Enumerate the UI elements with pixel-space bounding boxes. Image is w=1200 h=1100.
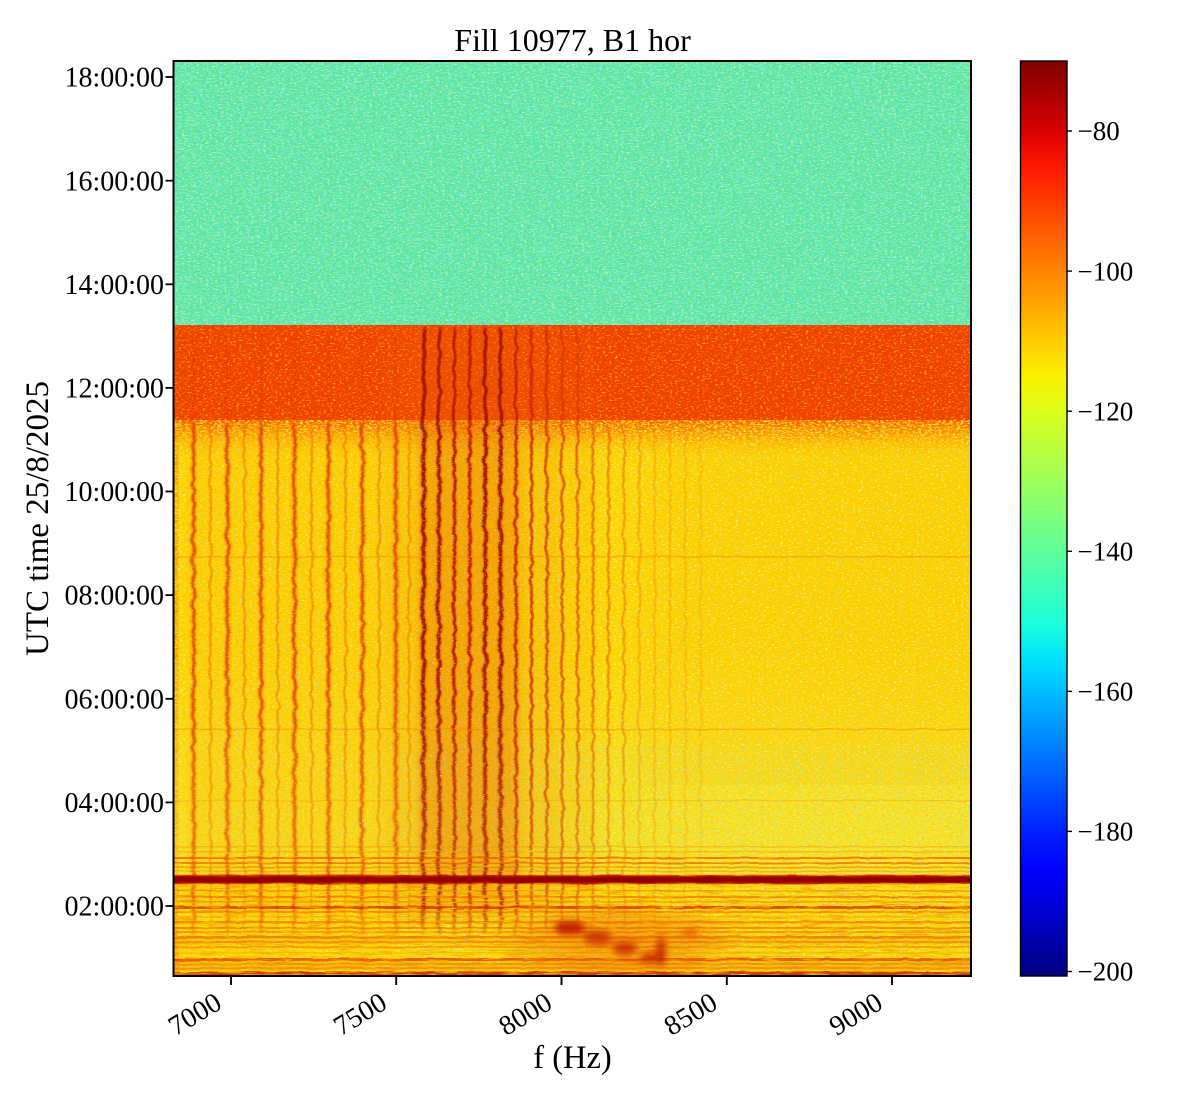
svg-text:08:00:00: 08:00:00 — [64, 581, 164, 612]
svg-text:16:00:00: 16:00:00 — [64, 166, 164, 197]
svg-text:06:00:00: 06:00:00 — [64, 684, 164, 715]
svg-text:f (Hz): f (Hz) — [533, 1040, 612, 1076]
svg-text:18:00:00: 18:00:00 — [64, 63, 164, 94]
svg-text:10:00:00: 10:00:00 — [64, 477, 164, 508]
svg-text:−180: −180 — [1078, 817, 1134, 847]
svg-text:12:00:00: 12:00:00 — [64, 374, 164, 405]
svg-text:−100: −100 — [1078, 256, 1134, 286]
svg-text:−160: −160 — [1078, 677, 1134, 707]
svg-text:04:00:00: 04:00:00 — [64, 788, 164, 819]
svg-text:−80: −80 — [1078, 116, 1120, 146]
svg-text:UTC time 25/8/2025: UTC time 25/8/2025 — [20, 381, 56, 656]
svg-text:Fill 10977, B1 hor: Fill 10977, B1 hor — [454, 22, 691, 58]
svg-text:02:00:00: 02:00:00 — [64, 892, 164, 923]
svg-text:−140: −140 — [1078, 536, 1134, 566]
svg-text:−200: −200 — [1078, 957, 1134, 987]
svg-text:−120: −120 — [1078, 396, 1134, 426]
svg-text:14:00:00: 14:00:00 — [64, 270, 164, 301]
